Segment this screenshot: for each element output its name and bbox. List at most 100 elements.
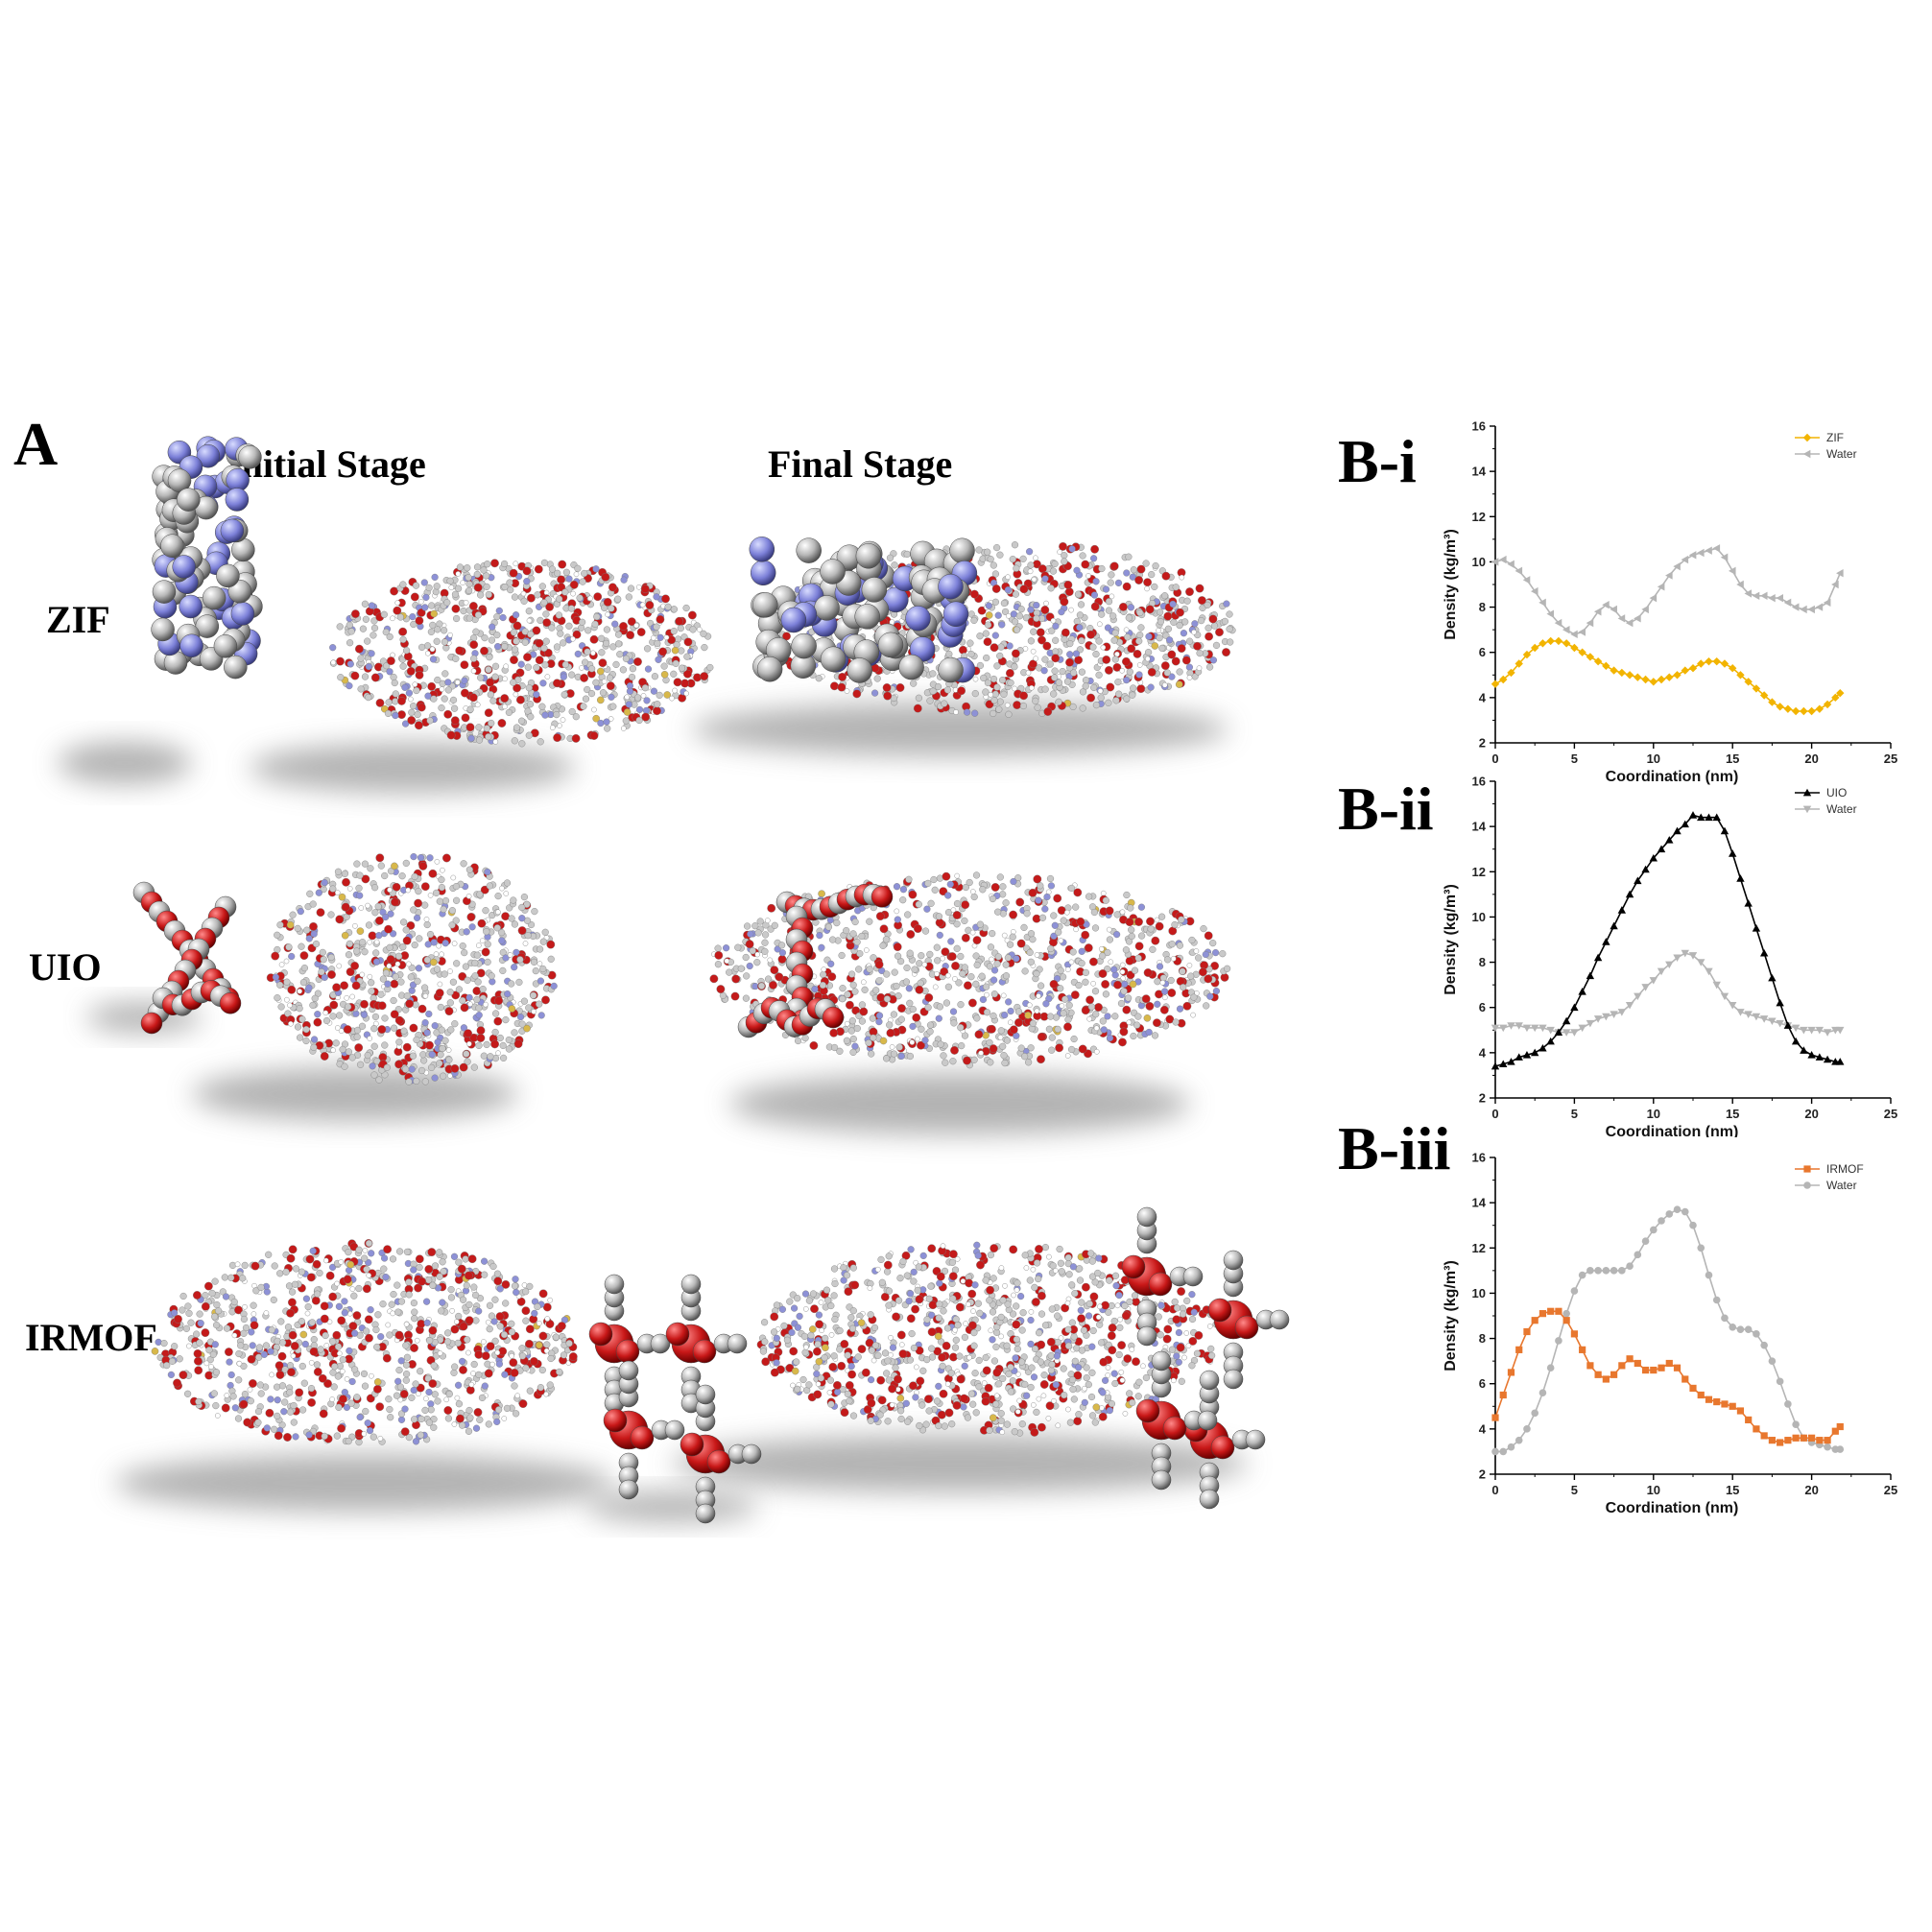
atom — [1187, 972, 1195, 980]
atom — [1026, 1276, 1034, 1284]
atom — [308, 1360, 315, 1366]
atom — [335, 1302, 344, 1310]
atom — [915, 900, 922, 908]
atom — [1019, 1309, 1027, 1317]
atom — [991, 632, 999, 639]
atom — [844, 688, 850, 694]
atom — [476, 1416, 484, 1423]
atom — [861, 986, 869, 993]
atom — [366, 1273, 372, 1278]
atom — [228, 1261, 237, 1270]
atom — [597, 634, 606, 642]
atom — [672, 687, 678, 694]
atom — [849, 1048, 857, 1057]
atom — [1110, 636, 1118, 644]
atom — [329, 1000, 339, 1010]
atom — [538, 1331, 548, 1341]
atom — [481, 1257, 489, 1265]
atom — [436, 897, 443, 905]
atom — [408, 987, 416, 994]
atom — [626, 631, 634, 639]
atom — [1148, 570, 1156, 579]
atom — [350, 671, 360, 680]
atom — [1123, 627, 1130, 633]
atom — [1147, 683, 1155, 691]
atom — [1154, 917, 1160, 923]
atom — [1030, 648, 1037, 655]
atom — [918, 952, 925, 960]
atom — [397, 1357, 405, 1365]
atom — [1211, 948, 1220, 957]
atom — [1207, 1345, 1215, 1353]
atom — [1193, 641, 1202, 651]
atom — [499, 613, 507, 622]
atom — [468, 923, 476, 931]
atom — [368, 979, 375, 987]
atom — [683, 653, 691, 660]
atom — [410, 852, 417, 861]
atom — [473, 563, 482, 571]
atom — [453, 614, 461, 623]
atom — [295, 1388, 304, 1397]
atom — [970, 889, 976, 894]
atom — [1057, 549, 1062, 555]
atom — [1111, 1272, 1120, 1279]
atom — [452, 882, 461, 891]
atom — [465, 1300, 473, 1309]
atom — [309, 900, 317, 908]
atom — [366, 1426, 374, 1435]
atom — [1028, 1309, 1035, 1315]
atom — [460, 1296, 467, 1303]
atom — [505, 1036, 513, 1044]
atom — [677, 624, 684, 632]
atom — [1151, 583, 1158, 591]
atom — [256, 1381, 264, 1389]
atom — [221, 1403, 230, 1413]
atom — [511, 964, 518, 971]
atom — [856, 949, 864, 958]
atom — [961, 917, 968, 925]
atom — [906, 999, 914, 1007]
atom — [936, 1279, 943, 1287]
atom — [274, 1412, 281, 1420]
atom — [385, 1322, 392, 1328]
atom — [1125, 553, 1133, 561]
atom — [1226, 625, 1233, 633]
atom — [505, 708, 513, 717]
atom — [390, 586, 398, 596]
atom — [827, 960, 835, 967]
atom — [465, 993, 473, 1002]
atom — [410, 1344, 418, 1352]
atom — [1079, 704, 1086, 712]
atom — [459, 1421, 466, 1429]
atom — [345, 1048, 353, 1056]
atom — [414, 914, 421, 922]
atom — [341, 1298, 348, 1305]
atom — [654, 639, 661, 648]
atom — [501, 642, 509, 651]
atom — [346, 1260, 355, 1269]
atom — [302, 1025, 310, 1034]
atom — [451, 1363, 459, 1371]
atom — [643, 645, 652, 653]
atom — [1191, 629, 1197, 635]
atom — [1137, 903, 1146, 911]
atom — [1204, 974, 1213, 984]
atom — [355, 1284, 363, 1293]
atom — [381, 1254, 389, 1262]
atom — [1203, 1002, 1210, 1010]
atom — [382, 969, 391, 977]
atom — [185, 1343, 192, 1349]
atom — [274, 1431, 283, 1441]
atom — [1152, 561, 1159, 570]
atom — [502, 1015, 510, 1024]
atom — [475, 736, 484, 744]
atom — [370, 1433, 377, 1441]
atom — [363, 1327, 370, 1335]
atom — [176, 1355, 183, 1363]
atom — [302, 1037, 310, 1045]
atom — [491, 1010, 500, 1017]
atom — [716, 985, 726, 994]
atom — [260, 1350, 269, 1358]
atom — [525, 608, 533, 615]
